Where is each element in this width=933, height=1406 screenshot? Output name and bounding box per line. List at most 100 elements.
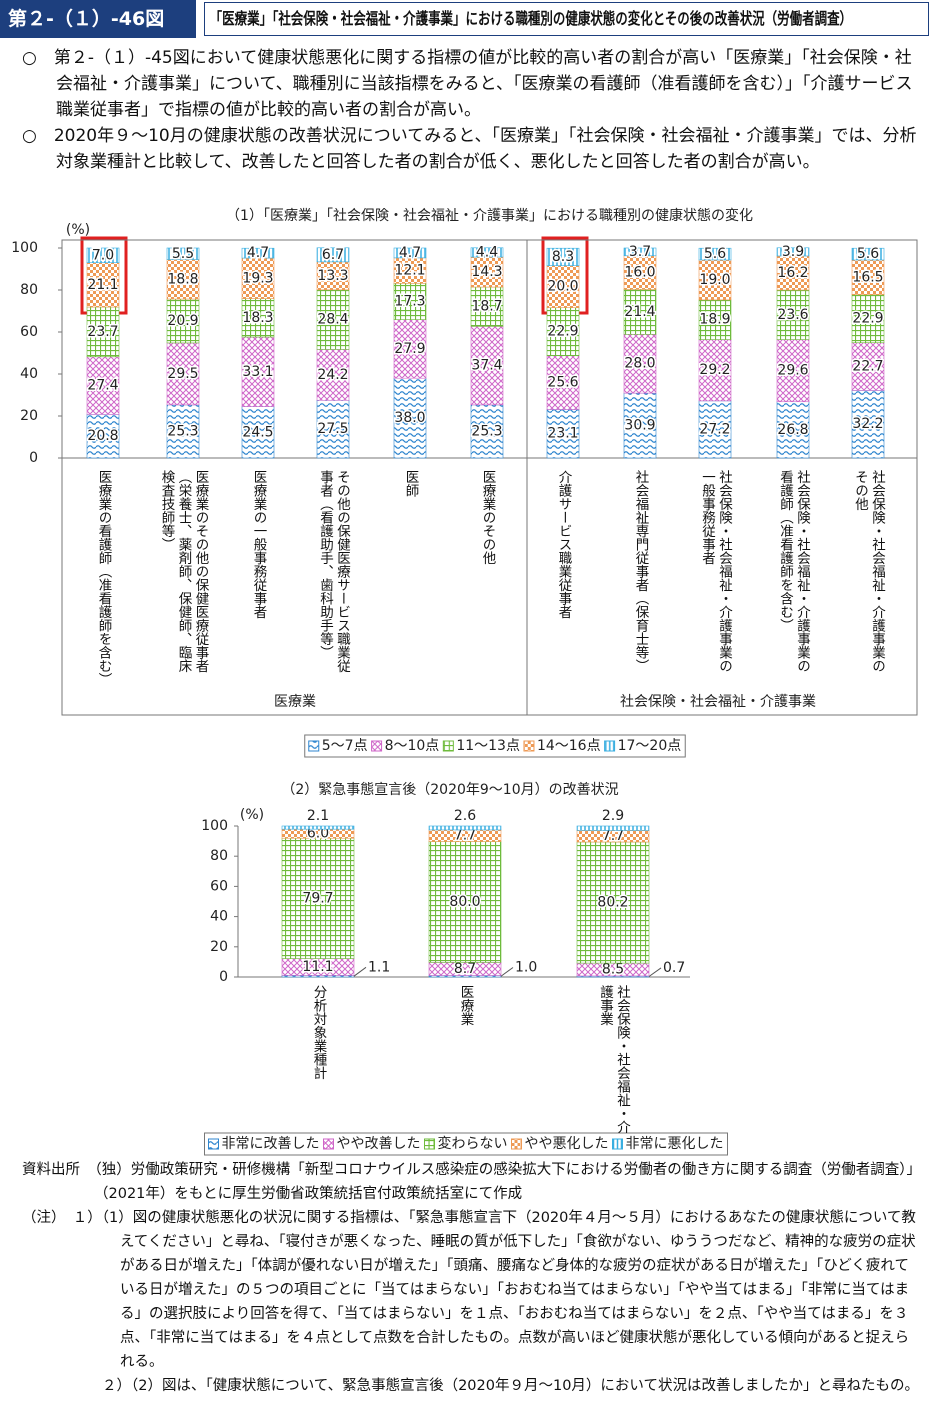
value-label: 18.3 (242, 310, 273, 326)
legend-label: やや改善した (337, 1136, 421, 1152)
chart-title: （2）緊急事態宣言後（2020年9～10月）の改善状況 (281, 782, 618, 798)
bar-segment (86, 414, 120, 459)
bar-segment (698, 400, 732, 459)
value-label: 29.6 (777, 363, 808, 379)
bar-segment (546, 265, 580, 308)
bar-segment (623, 255, 657, 290)
value-label: 26.8 (777, 422, 808, 438)
x-tick-label: 医療業の看護師（准看護師を含む） (95, 470, 112, 686)
value-label: 17.3 (394, 293, 425, 309)
bar-segment (470, 256, 504, 288)
value-label: 25.3 (471, 423, 502, 439)
y-tick-label: 0 (29, 450, 38, 466)
plot-frame (61, 239, 918, 716)
x-tick-label: 分析対象業種計 (310, 985, 327, 1080)
value-label: 38.0 (394, 410, 425, 426)
y-tick-label: 100 (11, 240, 38, 256)
group-label: 医療業 (274, 693, 316, 710)
y-tick-label: 60 (20, 324, 38, 340)
value-label: 8.5 (602, 962, 624, 978)
value-label: 33.1 (242, 364, 273, 380)
value-label: 3.9 (782, 244, 804, 260)
bar-segment (623, 247, 657, 257)
bar-segment (281, 837, 355, 959)
legend-frame (304, 734, 686, 758)
value-label: 16.5 (852, 269, 883, 285)
value-label: 4.4 (476, 244, 498, 260)
value-label: 1.0 (515, 959, 537, 975)
bar-segment (546, 247, 580, 266)
note: ２）（2）図は、「健康状態について、緊急事態宣言後（2020年９月～10月）にお… (102, 1378, 919, 1394)
bar-segment (241, 257, 275, 299)
legend-swatch (442, 740, 454, 752)
value-label: 22.7 (852, 359, 883, 375)
y-tick-label: 0 (219, 969, 228, 985)
value-label: 32.2 (852, 416, 883, 432)
value-label: 27.2 (699, 421, 730, 437)
legend-label: 変わらない (438, 1135, 508, 1152)
figure-title-box: 「医療業」「社会保険・社会福祉・介護事業」における職種別の健康状態の変化とその後… (204, 2, 929, 36)
value-label: 27.9 (394, 341, 425, 357)
bar-segment (241, 247, 275, 259)
value-label: 4.7 (247, 245, 269, 261)
value-label: 12.1 (394, 263, 425, 279)
legend-swatch (523, 740, 535, 752)
value-label: 25.6 (547, 375, 578, 391)
bar-segment (86, 247, 120, 263)
bar-segment (470, 247, 504, 258)
bar-segment (393, 319, 427, 379)
legend-label: 5～7点 (322, 738, 368, 754)
bar-segment (851, 247, 885, 261)
value-label: 29.2 (699, 362, 730, 378)
bar-segment (851, 342, 885, 391)
x-tick-label: 医療業 (457, 985, 474, 1026)
figure-title: 「医療業」「社会保険・社会福祉・介護事業」における職種別の健康状態の変化とその後… (209, 9, 853, 28)
value-label: 5.5 (172, 246, 194, 262)
notes: 資料出所 （独）労働政策研究・研修機構「新型コロナウイルス感染症の感染拡大下にお… (22, 1158, 922, 1398)
bar-segment (776, 289, 810, 340)
value-label: 20.0 (547, 279, 578, 295)
figure-number: 第２-（１）-46図 (0, 0, 196, 38)
group-label: 社会保険・社会福祉・介護事業 (620, 694, 816, 710)
value-label: 20.8 (87, 428, 118, 444)
y-tick-label: 80 (210, 848, 228, 864)
value-label: 19.3 (242, 270, 273, 286)
x-tick-label: 社会保険・社会福祉・介護事業の看護師（准看護師を含む） (777, 470, 810, 673)
bar-segment (623, 334, 657, 394)
y-axis-label: (%) (240, 807, 264, 823)
value-label: 23.1 (547, 426, 578, 442)
bar-segment (166, 259, 200, 300)
legend-swatch (511, 1138, 522, 1150)
value-label: 18.8 (167, 271, 198, 287)
bar-segment (316, 247, 350, 263)
value-label: 23.6 (777, 307, 808, 323)
value-label: 24.5 (242, 424, 273, 440)
bar-segment (546, 355, 580, 410)
x-tick-label: 社会保険・社会福祉・介護事業 (597, 985, 630, 1134)
legend-swatch (604, 740, 616, 752)
value-label: 80.0 (449, 894, 480, 910)
value-label: 4.7 (399, 245, 421, 261)
value-label: 79.7 (302, 890, 333, 906)
legend-label: 非常に悪化した (626, 1136, 724, 1152)
bar-segment (470, 404, 504, 459)
y-tick-label: 40 (210, 909, 228, 925)
legend-swatch (208, 1138, 219, 1150)
value-label: 11.1 (302, 959, 333, 975)
bar-segment (776, 339, 810, 403)
bar-segment (851, 294, 885, 344)
value-label: 28.0 (624, 356, 655, 372)
bar-segment (470, 326, 504, 406)
bar-segment (86, 262, 120, 308)
y-tick-label: 20 (210, 939, 228, 955)
value-label: 14.3 (471, 264, 502, 280)
bar-segment (241, 406, 275, 459)
value-label: 27.5 (317, 421, 348, 437)
bar-segment (698, 259, 732, 301)
bar-segment (576, 825, 650, 831)
y-tick-label: 60 (210, 878, 228, 894)
bar-segment (576, 841, 650, 964)
x-tick-label: その他の保健医療サービス職業従事者（看護助手、歯科助手等） (317, 470, 350, 673)
value-label: 1.1 (368, 959, 390, 975)
